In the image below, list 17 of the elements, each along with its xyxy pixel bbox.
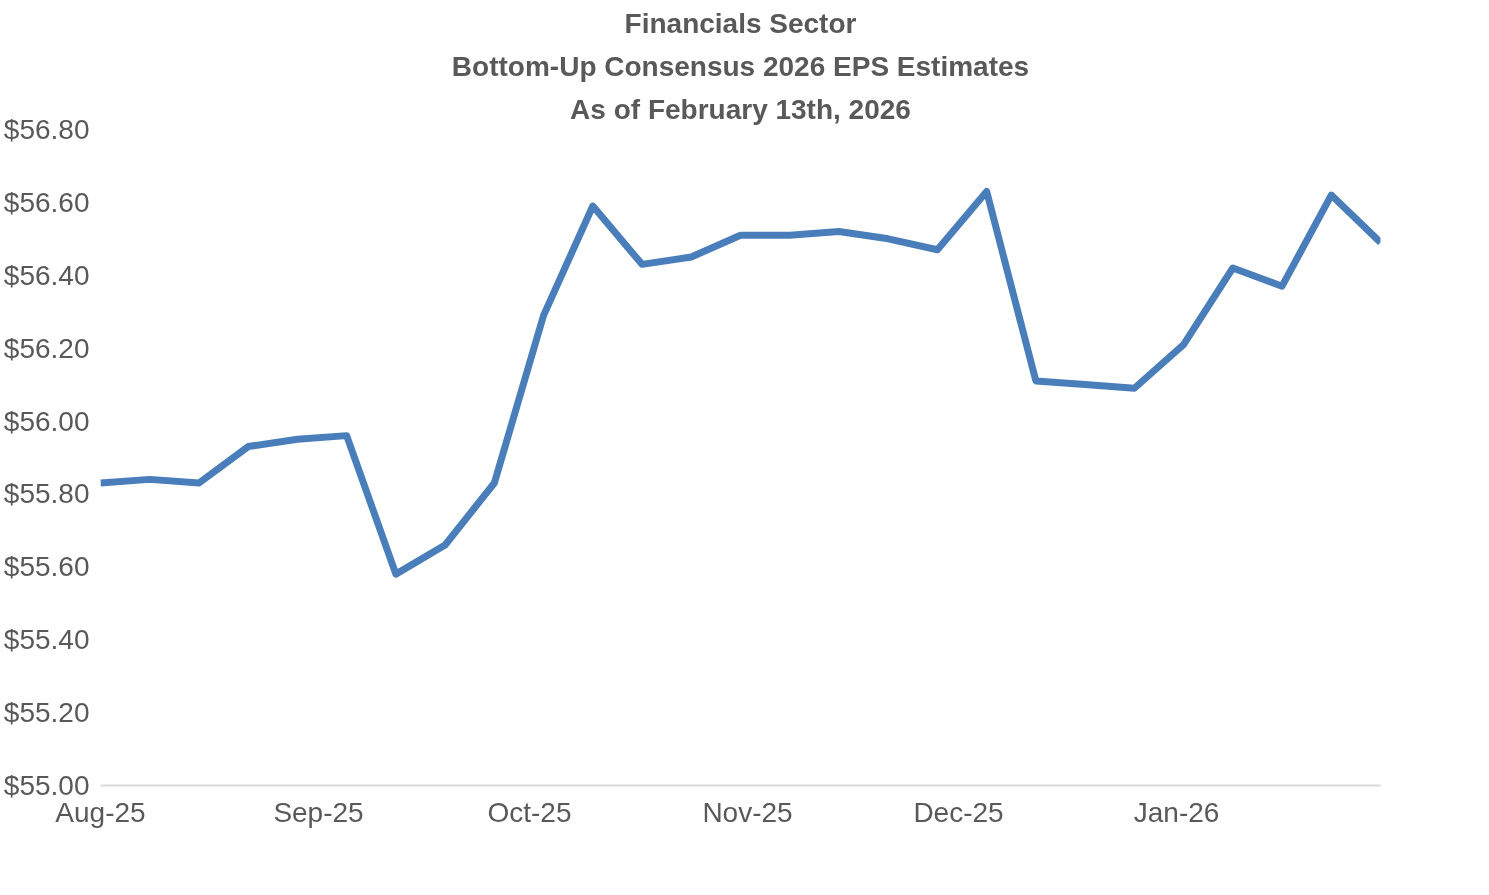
- x-tick-label: Jan-26: [1133, 796, 1220, 828]
- y-tick-label: $56.40: [3, 259, 90, 291]
- x-tick-label: Oct-25: [487, 796, 572, 828]
- y-tick-label: $56.20: [3, 332, 90, 364]
- x-tick-label: Dec-25: [913, 796, 1004, 828]
- y-tick-label: $56.80: [3, 114, 90, 145]
- x-tick-label: Nov-25: [702, 796, 793, 828]
- y-tick-label: $56.60: [3, 186, 90, 218]
- chart-title: Financials Sector: [624, 7, 857, 39]
- chart-subtitle: Bottom-Up Consensus 2026 EPS Estimates: [451, 50, 1030, 82]
- y-tick-label: $55.20: [3, 697, 90, 729]
- text: As of February 13th, 2026: [570, 93, 911, 125]
- y-tick-label: $56.00: [3, 405, 90, 437]
- y-tick-label: $55.40: [3, 624, 90, 656]
- y-tick-label: $55.80: [3, 478, 90, 510]
- x-tick-label: Sep-25: [273, 796, 364, 828]
- y-tick-label: $55.60: [3, 551, 90, 583]
